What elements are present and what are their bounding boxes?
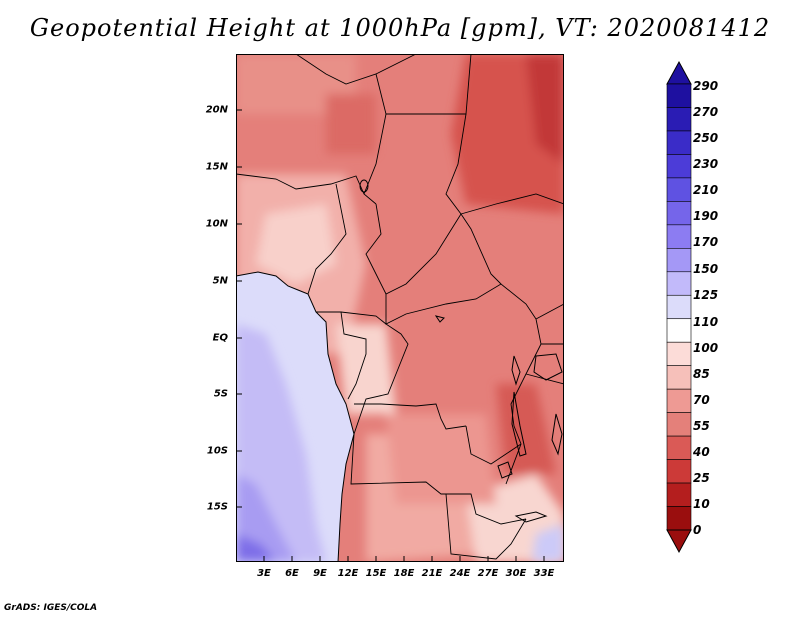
- colorbar-label: 290: [693, 79, 719, 93]
- colorbar-band: [666, 341, 692, 366]
- lon-tick-label: 6E: [285, 568, 299, 579]
- colorbar-band: [666, 107, 692, 132]
- coastline-west: [236, 271, 355, 562]
- ocean-field-se: [532, 524, 564, 562]
- border-congo: [353, 323, 409, 435]
- map-svg: [236, 54, 564, 562]
- chart-title: Geopotential Height at 1000hPa [gpm], VT…: [29, 14, 771, 42]
- colorbar-label: 85: [693, 367, 710, 381]
- lake-malawi: [551, 413, 563, 456]
- lake-small-congo: [434, 315, 445, 323]
- colorbar-label: 100: [693, 341, 719, 355]
- map-panel: [236, 54, 564, 562]
- border-chad-car: [365, 203, 462, 295]
- frame-ticks: [236, 109, 545, 562]
- colorbar-band: [666, 459, 692, 484]
- field-highest-ne: [526, 54, 564, 164]
- lon-tick-label: 3E: [257, 568, 271, 579]
- colorbar-label: 170: [693, 235, 719, 249]
- colorbar-band: [666, 154, 692, 179]
- colorbar-label: 55: [693, 419, 710, 433]
- colorbar-band: [666, 482, 692, 507]
- colorbar-label: 25: [693, 471, 710, 485]
- colorbar-top-arrow: [666, 60, 692, 85]
- border-cameroon-south: [316, 311, 387, 325]
- colorbar-band: [666, 318, 692, 343]
- colorbar-band: [666, 201, 692, 226]
- lon-tick-label: 24E: [449, 568, 471, 579]
- colorbar-band: [666, 130, 692, 155]
- lon-tick-label: 33E: [533, 568, 555, 579]
- colorbar-band: [666, 506, 692, 531]
- colorbar-band: [666, 248, 692, 273]
- lake-mweru: [497, 461, 513, 479]
- field-lighter-west: [256, 204, 336, 284]
- lake-victoria: [533, 353, 563, 381]
- border-car-drc: [385, 283, 537, 325]
- colorbar-label: 210: [693, 183, 719, 197]
- colorbar-bottom-arrow: [666, 529, 692, 554]
- lake-kariba: [514, 511, 548, 523]
- border-angola-south: [350, 433, 527, 525]
- colorbar-band: [666, 294, 692, 320]
- colorbar-label: 270: [693, 105, 719, 119]
- colorbar-label: 70: [693, 393, 710, 407]
- lake-chad: [359, 179, 369, 193]
- lon-tick-label: 12E: [337, 568, 359, 579]
- colorbar-label: 250: [693, 131, 719, 145]
- lon-tick-label: 15E: [365, 568, 387, 579]
- colorbar-label: 150: [693, 262, 719, 276]
- field-niger-patch: [326, 94, 376, 154]
- lon-tick-label: 21E: [421, 568, 443, 579]
- field-lighter-congo: [336, 324, 396, 414]
- colorbar-label: 40: [693, 445, 710, 459]
- colorbar-band: [666, 412, 692, 437]
- colorbar-band: [666, 365, 692, 390]
- lat-tick-label: EQ: [212, 332, 228, 344]
- country-borders: [236, 54, 564, 560]
- field-mid-south: [386, 414, 496, 504]
- lakes: [359, 179, 563, 523]
- colorbar-label: 110: [693, 315, 719, 329]
- colorbar: [666, 60, 692, 554]
- lat-tick-label: 10S: [206, 445, 228, 457]
- lake-tanganyika: [511, 391, 527, 457]
- border-namibia-botswana: [445, 493, 527, 560]
- lat-tick-label: 15N: [205, 161, 228, 173]
- lat-tick-label: 15S: [206, 501, 228, 513]
- lon-tick-label: 30E: [505, 568, 527, 579]
- border-drc-zambia: [465, 425, 522, 465]
- lat-tick-label: 5N: [212, 275, 228, 287]
- colorbar-label: 230: [693, 157, 719, 171]
- border-sudan-ssudan: [460, 193, 564, 215]
- colorbar-band: [666, 435, 692, 460]
- border-nigeria-cameroon: [307, 183, 347, 295]
- colorbar-band: [666, 271, 692, 296]
- colorbar-band: [666, 177, 692, 202]
- colorbar-label: 190: [693, 209, 719, 223]
- colorbar-band: [666, 388, 692, 413]
- lon-tick-label: 27E: [477, 568, 499, 579]
- colorbar-label: 10: [693, 497, 710, 511]
- footer-credit: GrADS: IGES/COLA: [4, 603, 98, 613]
- colorbar-label: 0: [693, 523, 702, 537]
- border-gabon: [340, 311, 367, 400]
- map-frame: [236, 54, 564, 562]
- lat-tick-label: 10N: [205, 218, 228, 230]
- lon-tick-label: 9E: [313, 568, 327, 579]
- colorbar-bands: [666, 83, 692, 531]
- lat-tick-label: 5S: [213, 388, 228, 400]
- latitude-axis: 20N 15N 10N 5N EQ 5S 10S 15S: [190, 54, 234, 562]
- border-drc-angola: [354, 403, 467, 430]
- colorbar-band: [666, 83, 692, 108]
- lat-tick-label: 20N: [205, 104, 228, 116]
- colorbar-label: 125: [693, 288, 719, 302]
- colorbar-band: [666, 224, 692, 249]
- lake-albert-edward: [511, 355, 521, 386]
- lon-tick-label: 18E: [393, 568, 415, 579]
- ocean-field-lowest: [236, 534, 276, 562]
